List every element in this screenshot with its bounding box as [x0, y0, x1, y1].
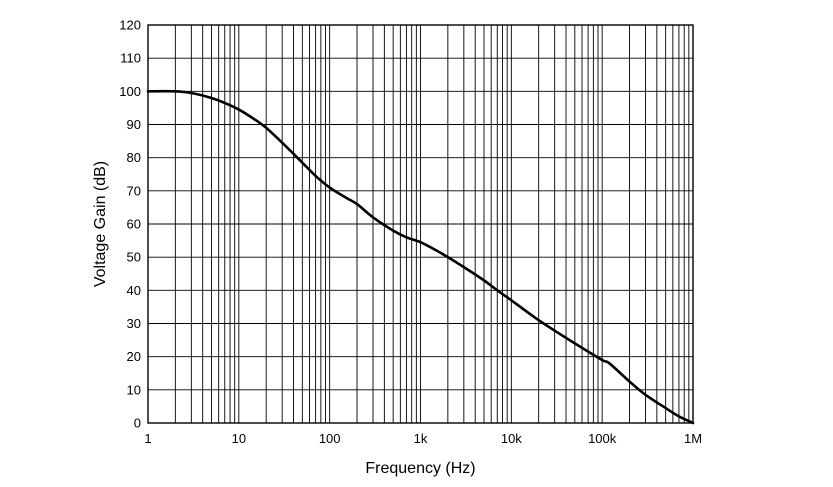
y-tick-label: 0 — [134, 416, 141, 431]
x-tick-label: 1k — [414, 431, 428, 446]
y-tick-label: 40 — [127, 283, 141, 298]
y-tick-label: 30 — [127, 316, 141, 331]
y-tick-label: 70 — [127, 183, 141, 198]
y-axis-label: Voltage Gain (dB) — [92, 161, 109, 287]
x-tick-label: 1 — [144, 431, 151, 446]
y-tick-label: 120 — [119, 18, 141, 33]
y-tick-label: 60 — [127, 217, 141, 232]
x-tick-label: 100 — [319, 431, 341, 446]
y-tick-label: 10 — [127, 382, 141, 397]
y-tick-labels: 0 10 20 30 40 50 60 70 80 90 100 110 120 — [119, 18, 141, 431]
series-line — [146, 89, 695, 425]
x-tick-label: 10 — [232, 431, 246, 446]
x-tick-labels: 1 10 100 1k 10k 100k 1M — [144, 431, 702, 446]
y-tick-label: 20 — [127, 349, 141, 364]
y-tick-label: 110 — [120, 51, 141, 66]
x-tick-label: 1M — [684, 431, 702, 446]
x-axis-label: Frequency (Hz) — [365, 460, 475, 477]
plot-border — [147, 24, 694, 424]
y-tick-label: 50 — [127, 250, 141, 265]
x-tick-label: 100k — [588, 431, 617, 446]
series-group — [146, 89, 695, 425]
grid-lines — [148, 25, 693, 423]
x-tick-label: 10k — [501, 431, 522, 446]
y-tick-label: 80 — [127, 150, 141, 165]
y-tick-label: 90 — [127, 117, 141, 132]
y-tick-label: 100 — [119, 84, 141, 99]
